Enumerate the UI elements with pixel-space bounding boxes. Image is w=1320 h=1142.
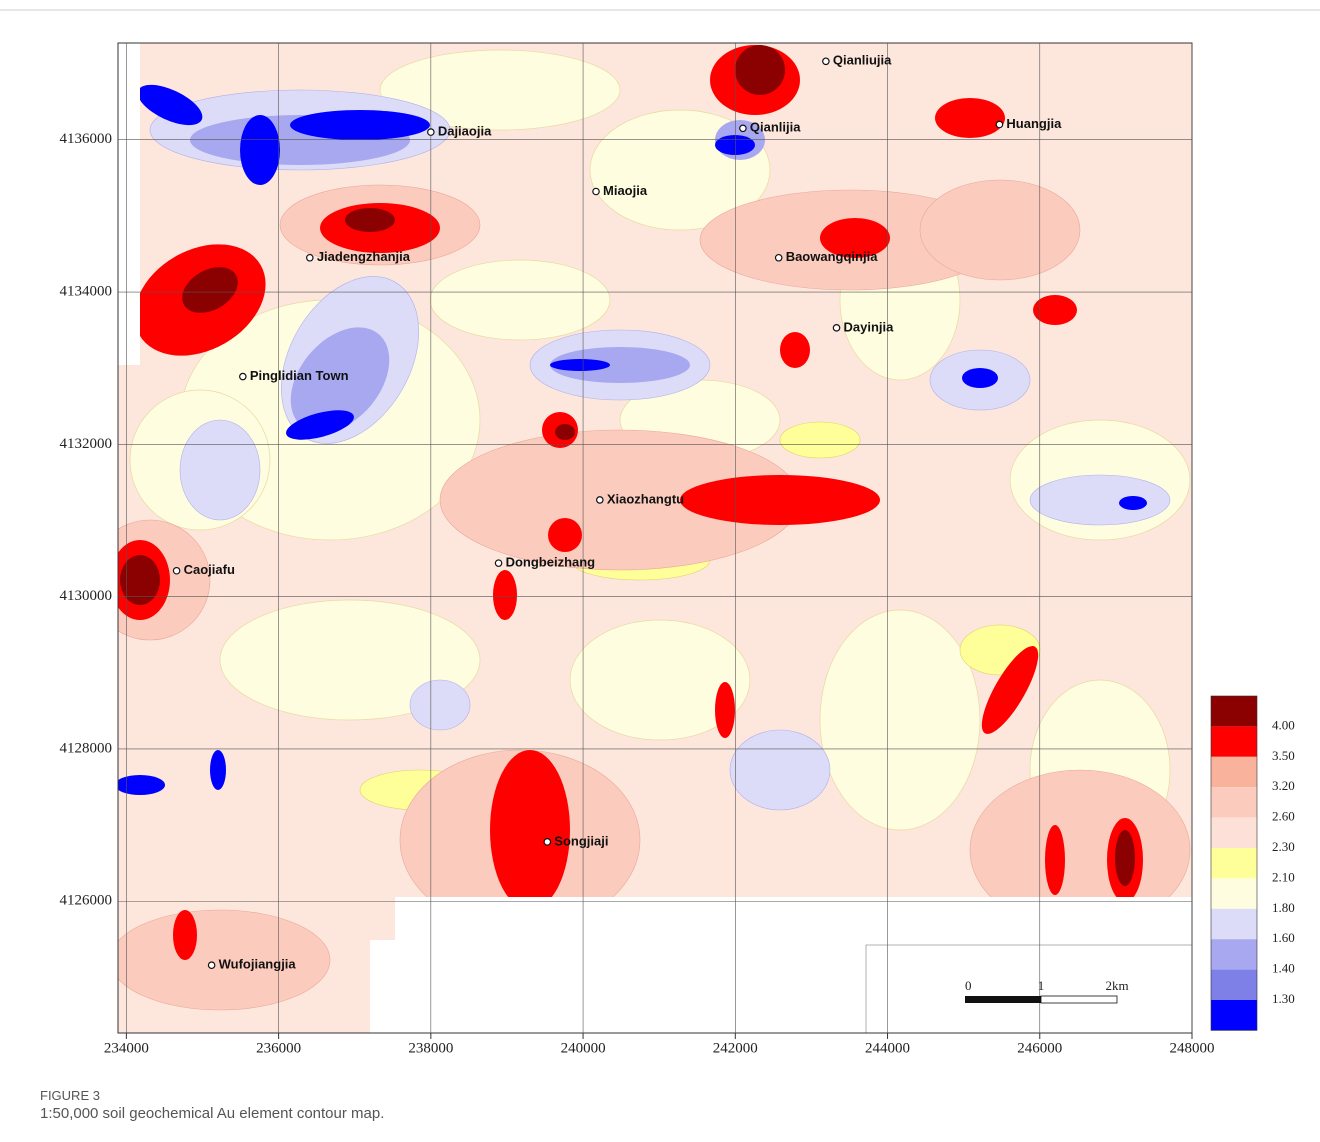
place-label: Jiadengzhanjia: [317, 249, 411, 264]
x-tick-label: 234000: [104, 1040, 149, 1056]
legend-label: 1.60: [1272, 930, 1295, 945]
legend-label: 4.00: [1272, 717, 1295, 732]
place-marker: [593, 188, 599, 194]
x-tick-label: 236000: [256, 1040, 301, 1056]
legend-swatch: [1211, 757, 1257, 787]
legend-label: 2.10: [1272, 869, 1295, 884]
place-marker: [833, 325, 839, 331]
place-label: Huangjia: [1006, 116, 1062, 131]
legend-label: 2.30: [1272, 839, 1295, 854]
legend-swatch: [1211, 696, 1257, 726]
place-marker: [597, 497, 603, 503]
legend-swatch: [1211, 726, 1257, 756]
legend-swatch: [1211, 787, 1257, 817]
legend-swatch: [1211, 970, 1257, 1000]
x-tick-label: 244000: [865, 1040, 910, 1056]
place-label: Dayinjia: [844, 319, 895, 334]
place-marker: [173, 568, 179, 574]
y-tick-label: 4126000: [60, 893, 113, 909]
scale-bar-dark: [965, 996, 1041, 1003]
scale-bar-light: [1041, 996, 1117, 1003]
place-marker: [208, 962, 214, 968]
x-tick-label: 246000: [1017, 1040, 1062, 1056]
place-label: Songjiaji: [554, 833, 608, 848]
legend-swatch: [1211, 848, 1257, 878]
legend-label: 1.80: [1272, 900, 1295, 915]
legend-label: 2.60: [1272, 809, 1295, 824]
place-label: Wufojiangjia: [219, 957, 297, 972]
place-marker: [544, 839, 550, 845]
place-marker: [823, 58, 829, 64]
place-label: Baowangqinjia: [786, 249, 879, 264]
legend-swatch: [1211, 909, 1257, 939]
legend-swatch: [1211, 939, 1257, 969]
place-label: Qianliujia: [833, 53, 892, 68]
no-data: [118, 43, 140, 365]
y-tick-label: 4128000: [60, 740, 113, 756]
place-label: Dajiaojia: [438, 124, 492, 139]
scale-label: 2km: [1105, 978, 1128, 993]
place-marker: [307, 255, 313, 261]
place-marker: [495, 560, 501, 566]
y-tick-label: 4132000: [60, 436, 113, 452]
y-tick-label: 4136000: [60, 131, 113, 147]
legend-label: 1.30: [1272, 991, 1295, 1006]
figure-label: FIGURE 3: [40, 1088, 384, 1103]
place-marker: [775, 255, 781, 261]
legend-label: 3.20: [1272, 778, 1295, 793]
place-label: Caojiafu: [184, 562, 235, 577]
x-tick-label: 242000: [713, 1040, 758, 1056]
caption: FIGURE 3 1:50,000 soil geochemical Au el…: [40, 1088, 384, 1122]
place-marker: [240, 373, 246, 379]
place-label: Miaojia: [603, 183, 648, 198]
place-label: Xiaozhangtu: [607, 491, 684, 506]
y-tick-label: 4130000: [60, 588, 113, 604]
place-marker: [428, 129, 434, 135]
x-tick-label: 240000: [561, 1040, 606, 1056]
page: 234000 236000 238000 240000 242000 244000 2460…: [0, 0, 1320, 1142]
place-label: Pinglidian Town: [250, 368, 349, 383]
place-label: Qianlijia: [750, 120, 801, 135]
legend-label: 3.50: [1272, 748, 1295, 763]
y-tick-label: 4134000: [60, 283, 113, 299]
scale-box: [866, 945, 1192, 1033]
scale-label: 1: [1038, 978, 1045, 993]
scale-label: 0: [965, 978, 972, 993]
figure-caption: 1:50,000 soil geochemical Au element con…: [40, 1105, 384, 1122]
place-marker: [996, 121, 1002, 127]
x-tick-label: 238000: [408, 1040, 453, 1056]
legend-swatch: [1211, 818, 1257, 848]
legend-swatch: [1211, 878, 1257, 908]
place-label: Dongbeizhang: [506, 555, 596, 570]
x-tick-label: 248000: [1170, 1040, 1215, 1056]
legend-swatch: [1211, 1000, 1257, 1030]
place-marker: [740, 125, 746, 131]
map-figure: 234000 236000 238000 240000 242000 244000 2460…: [0, 0, 1320, 1085]
legend-label: 1.40: [1272, 961, 1295, 976]
